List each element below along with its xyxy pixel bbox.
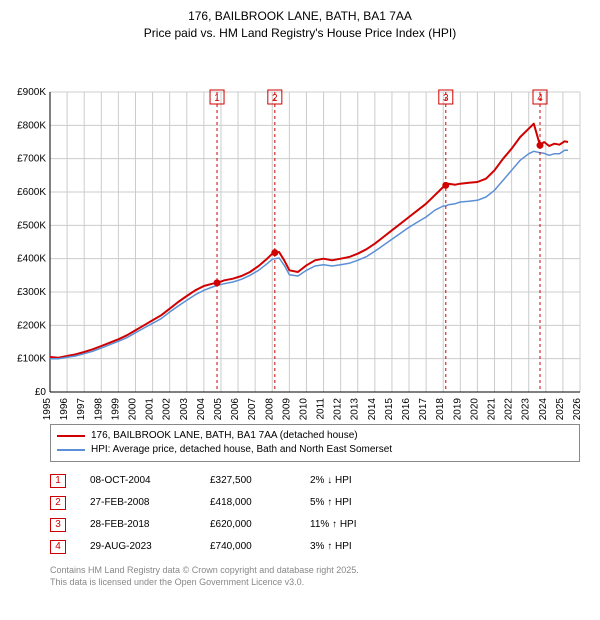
footer-line1: Contains HM Land Registry data © Crown c… bbox=[50, 564, 580, 576]
svg-text:2026: 2026 bbox=[572, 397, 583, 420]
svg-text:2005: 2005 bbox=[213, 397, 224, 420]
svg-text:4: 4 bbox=[537, 93, 543, 104]
footer-line2: This data is licensed under the Open Gov… bbox=[50, 576, 580, 588]
svg-text:2023: 2023 bbox=[521, 397, 532, 420]
svg-text:1: 1 bbox=[214, 93, 220, 104]
sales-row: 3 28-FEB-2018 £620,000 11% ↑ HPI bbox=[50, 514, 580, 536]
svg-text:2025: 2025 bbox=[555, 397, 566, 420]
svg-text:2016: 2016 bbox=[401, 397, 412, 420]
sale-price: £327,500 bbox=[210, 475, 310, 486]
svg-text:2019: 2019 bbox=[452, 397, 463, 420]
svg-text:3: 3 bbox=[443, 93, 449, 104]
svg-text:2021: 2021 bbox=[487, 397, 498, 420]
sale-marker: 1 bbox=[50, 474, 66, 488]
title-line1: 176, BAILBROOK LANE, BATH, BA1 7AA bbox=[0, 8, 600, 25]
sale-delta: 11% ↑ HPI bbox=[310, 519, 420, 530]
sale-delta: 5% ↑ HPI bbox=[310, 497, 420, 508]
svg-text:2009: 2009 bbox=[281, 397, 292, 420]
figure-container: 176, BAILBROOK LANE, BATH, BA1 7AA Price… bbox=[0, 0, 600, 620]
sale-date: 29-AUG-2023 bbox=[90, 541, 210, 552]
svg-text:2007: 2007 bbox=[247, 397, 258, 420]
sale-price: £418,000 bbox=[210, 497, 310, 508]
svg-text:£100K: £100K bbox=[17, 353, 46, 364]
svg-text:2008: 2008 bbox=[264, 397, 275, 420]
sale-date: 27-FEB-2008 bbox=[90, 497, 210, 508]
sale-marker: 4 bbox=[50, 540, 66, 554]
svg-text:2014: 2014 bbox=[367, 397, 378, 420]
sale-date: 08-OCT-2004 bbox=[90, 475, 210, 486]
svg-text:£0: £0 bbox=[35, 387, 47, 398]
legend-label: HPI: Average price, detached house, Bath… bbox=[91, 444, 392, 455]
svg-text:£800K: £800K bbox=[17, 120, 46, 131]
svg-text:2017: 2017 bbox=[418, 397, 429, 420]
legend-item: 176, BAILBROOK LANE, BATH, BA1 7AA (deta… bbox=[57, 429, 573, 443]
svg-text:£700K: £700K bbox=[17, 153, 46, 164]
svg-text:1996: 1996 bbox=[59, 397, 70, 420]
title-block: 176, BAILBROOK LANE, BATH, BA1 7AA Price… bbox=[0, 0, 600, 42]
sale-price: £620,000 bbox=[210, 519, 310, 530]
svg-text:2012: 2012 bbox=[333, 397, 344, 420]
legend-swatch bbox=[57, 449, 85, 451]
svg-text:£900K: £900K bbox=[17, 87, 46, 98]
sales-row: 4 29-AUG-2023 £740,000 3% ↑ HPI bbox=[50, 536, 580, 558]
svg-text:£300K: £300K bbox=[17, 287, 46, 298]
svg-text:2011: 2011 bbox=[316, 397, 327, 419]
svg-text:2022: 2022 bbox=[504, 397, 515, 420]
footer: Contains HM Land Registry data © Crown c… bbox=[50, 564, 580, 588]
svg-text:2018: 2018 bbox=[435, 397, 446, 420]
sale-delta: 2% ↓ HPI bbox=[310, 475, 420, 486]
legend-swatch bbox=[57, 435, 85, 437]
svg-text:2006: 2006 bbox=[230, 397, 241, 420]
sale-delta: 3% ↑ HPI bbox=[310, 541, 420, 552]
legend: 176, BAILBROOK LANE, BATH, BA1 7AA (deta… bbox=[50, 424, 580, 462]
svg-text:2013: 2013 bbox=[350, 397, 361, 420]
svg-text:1997: 1997 bbox=[76, 397, 87, 420]
price-chart: £0 £100K £200K £300K £400K £500K £600K £700K £80… bbox=[0, 42, 600, 422]
svg-text:1999: 1999 bbox=[110, 397, 121, 420]
sale-marker: 3 bbox=[50, 518, 66, 532]
svg-text:£500K: £500K bbox=[17, 220, 46, 231]
sale-marker: 2 bbox=[50, 496, 66, 510]
svg-text:£600K: £600K bbox=[17, 187, 46, 198]
svg-text:2002: 2002 bbox=[162, 397, 173, 420]
svg-text:1998: 1998 bbox=[93, 397, 104, 420]
svg-text:2: 2 bbox=[272, 93, 278, 104]
svg-text:2020: 2020 bbox=[469, 397, 480, 420]
sales-row: 2 27-FEB-2008 £418,000 5% ↑ HPI bbox=[50, 492, 580, 514]
svg-text:2010: 2010 bbox=[298, 397, 309, 420]
svg-text:2003: 2003 bbox=[179, 397, 190, 420]
svg-text:1995: 1995 bbox=[42, 397, 53, 420]
legend-label: 176, BAILBROOK LANE, BATH, BA1 7AA (deta… bbox=[91, 430, 358, 441]
svg-text:2015: 2015 bbox=[384, 397, 395, 420]
svg-text:2001: 2001 bbox=[145, 397, 156, 420]
legend-item: HPI: Average price, detached house, Bath… bbox=[57, 443, 573, 457]
title-line2: Price paid vs. HM Land Registry's House … bbox=[0, 25, 600, 42]
svg-text:2024: 2024 bbox=[538, 397, 549, 420]
svg-text:£400K: £400K bbox=[17, 253, 46, 264]
svg-text:2004: 2004 bbox=[196, 397, 207, 420]
sale-date: 28-FEB-2018 bbox=[90, 519, 210, 530]
svg-text:£200K: £200K bbox=[17, 320, 46, 331]
sales-table: 1 08-OCT-2004 £327,500 2% ↓ HPI 2 27-FEB… bbox=[50, 470, 580, 558]
sales-row: 1 08-OCT-2004 £327,500 2% ↓ HPI bbox=[50, 470, 580, 492]
svg-text:2000: 2000 bbox=[127, 397, 138, 420]
sale-price: £740,000 bbox=[210, 541, 310, 552]
